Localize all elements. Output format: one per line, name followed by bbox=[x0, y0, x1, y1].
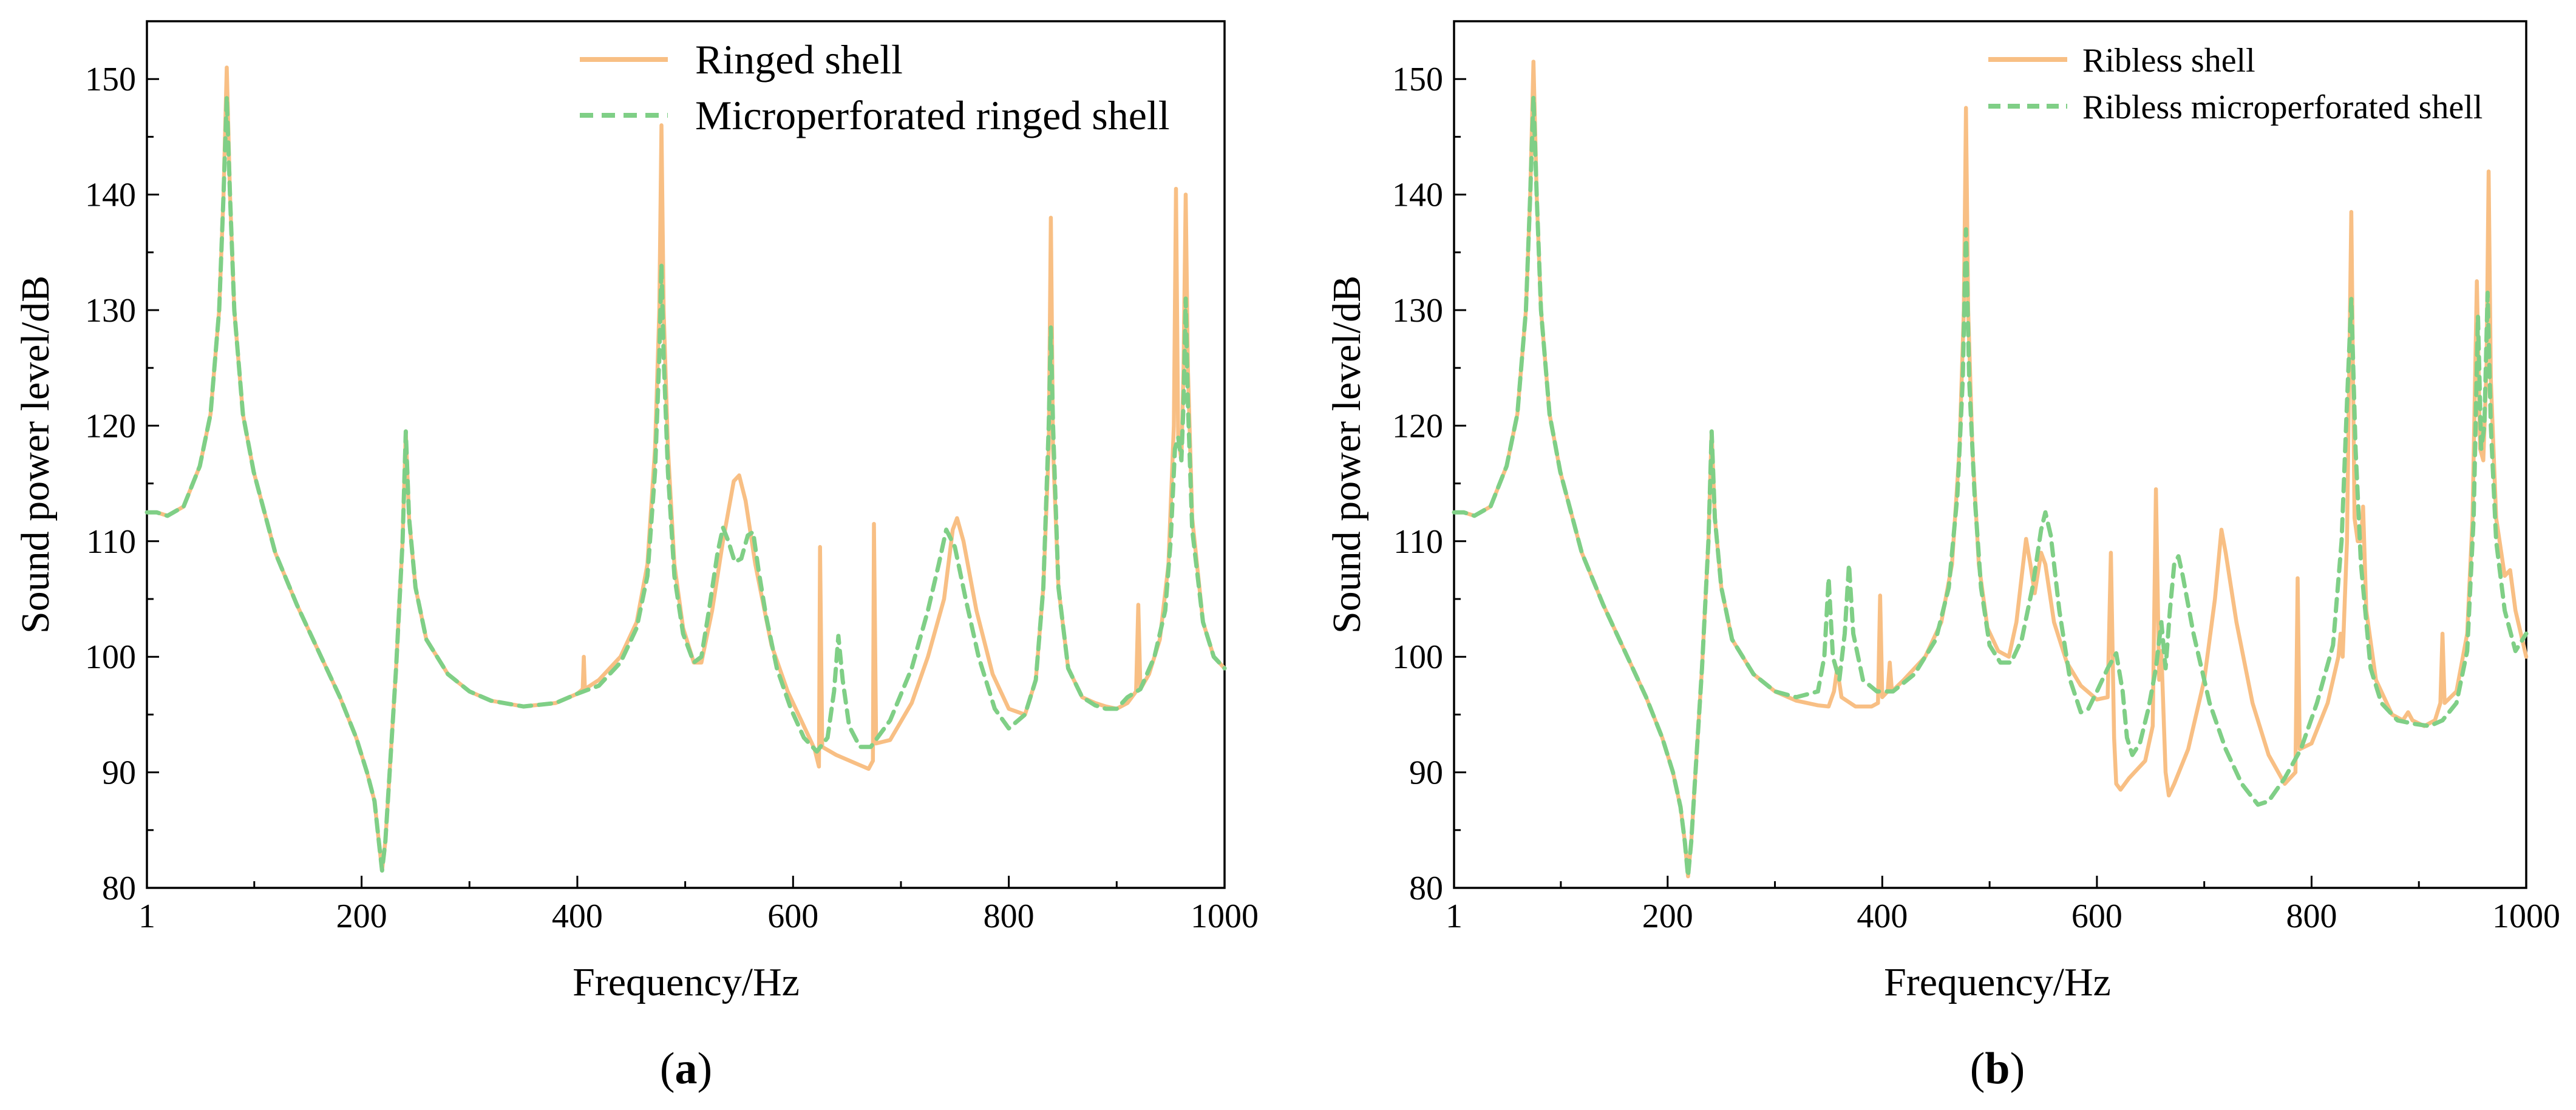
x-tick-label: 1 bbox=[138, 898, 155, 935]
legend: Ringed shell Microperforated ringed shel… bbox=[580, 36, 1170, 138]
x-axis-title: Frequency/Hz bbox=[573, 960, 800, 1004]
legend-label-ribless-shell: Ribless shell bbox=[2082, 42, 2255, 80]
legend-label-microperforated-ringed-shell: Microperforated ringed shell bbox=[695, 92, 1170, 138]
y-tick-label: 100 bbox=[1392, 638, 1443, 676]
y-tick-label: 150 bbox=[85, 61, 136, 98]
x-tick-label: 1000 bbox=[2492, 898, 2560, 935]
chart-panel-a: 1 200 400 600 800 10008090100110120130140150 … bbox=[13, 20, 1259, 1094]
x-tick-label: 1 bbox=[1446, 898, 1463, 935]
y-tick-label: 100 bbox=[85, 638, 136, 676]
series-line-ribless-microperforated-shell bbox=[1452, 94, 2529, 879]
y-tick-label: 130 bbox=[85, 292, 136, 330]
y-tick-label: 120 bbox=[1392, 407, 1443, 445]
y-tick-label: 90 bbox=[1409, 754, 1443, 792]
x-tick-label: 800 bbox=[984, 898, 1035, 935]
panel-label-b: (b) bbox=[1970, 1044, 2025, 1094]
x-axis-title: Frequency/Hz bbox=[1884, 960, 2111, 1004]
y-tick-label: 80 bbox=[102, 870, 136, 907]
y-tick-label: 90 bbox=[102, 754, 136, 792]
axis-ticks: 1 200 400 600 800 1000 80 90 100 110 120 130 140 150 bbox=[1392, 61, 2560, 935]
legend-label-ringed-shell: Ringed shell bbox=[695, 36, 903, 83]
y-axis-title: Sound power level/dB bbox=[13, 276, 58, 634]
y-tick-label: 120 bbox=[85, 407, 136, 445]
plot-area-frame bbox=[1453, 20, 2527, 889]
x-tick-label: 200 bbox=[336, 898, 387, 935]
y-tick-label: 140 bbox=[85, 177, 136, 214]
series-line-microperforated-ringed-shell bbox=[144, 94, 1227, 873]
y-tick-label: 150 bbox=[1392, 61, 1443, 98]
series-line-ribless-shell bbox=[1452, 59, 2529, 879]
series-lines bbox=[144, 65, 1227, 873]
y-tick-label: 140 bbox=[1392, 177, 1443, 214]
legend-label-ribless-microperforated-shell: Ribless microperforated shell bbox=[2082, 89, 2483, 126]
y-tick-label: 110 bbox=[86, 523, 136, 561]
y-tick-label: 130 bbox=[1392, 292, 1443, 330]
x-tick-label: 400 bbox=[1857, 898, 1908, 935]
legend: Ribless shell Ribless microperforated sh… bbox=[1988, 42, 2483, 126]
x-tick-label: 1000 bbox=[1191, 898, 1259, 935]
x-tick-label: 600 bbox=[767, 898, 818, 935]
x-tick-label: 800 bbox=[2286, 898, 2337, 935]
panel-label-a: (a) bbox=[660, 1044, 712, 1094]
series-line-ringed-shell bbox=[144, 65, 1227, 873]
x-tick-label: 400 bbox=[552, 898, 603, 935]
plot-area-frame bbox=[146, 20, 1226, 889]
x-tick-label: 200 bbox=[1642, 898, 1693, 935]
series-lines bbox=[1452, 59, 2529, 879]
y-axis-title: Sound power level/dB bbox=[1325, 276, 1369, 634]
y-tick-label: 80 bbox=[1409, 870, 1443, 907]
x-tick-label: 600 bbox=[2071, 898, 2122, 935]
axis-ticks: 1 200 400 600 800 1000 80 90 100 110 120 130 140 150 bbox=[85, 61, 1259, 935]
chart-panel-b: 1 200 400 600 800 10008090100110120130140150 … bbox=[1325, 20, 2560, 1094]
y-tick-label: 110 bbox=[1393, 523, 1443, 561]
